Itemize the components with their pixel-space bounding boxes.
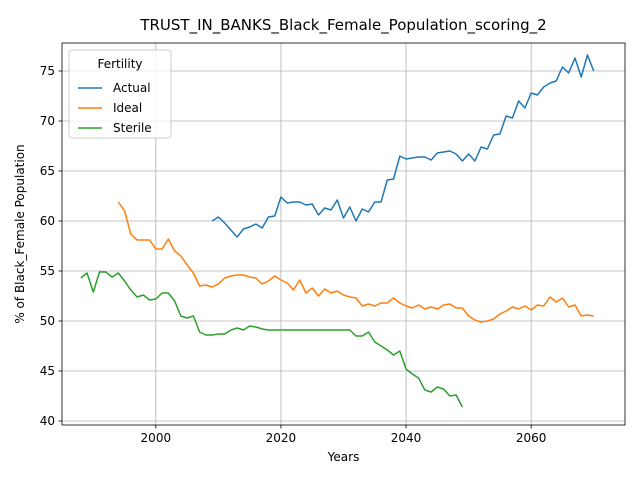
- y-tick-label: 50: [40, 314, 55, 328]
- legend-box: [68, 49, 172, 139]
- y-axis-label: % of Black_Female Population: [13, 144, 27, 323]
- axis-ticks: 2000 2020 2040 2060 40 45 50 55 60 65 70 75: [40, 64, 547, 445]
- x-tick-label: 2000: [141, 431, 172, 445]
- x-axis-label: Years: [327, 450, 360, 464]
- grid: [62, 43, 625, 425]
- legend-title: Fertility: [97, 57, 142, 71]
- y-tick-label: 55: [40, 264, 55, 278]
- legend: Fertility Actual Ideal Sterile: [68, 49, 172, 139]
- chart-title: TRUST_IN_BANKS_Black_Female_Population_s…: [139, 16, 546, 35]
- y-tick-label: 60: [40, 214, 55, 228]
- legend-label: Sterile: [113, 121, 152, 135]
- y-tick-label: 65: [40, 164, 55, 178]
- series-line-sterile: [80, 271, 464, 408]
- legend-label: Actual: [113, 81, 151, 95]
- x-tick-label: 2060: [516, 431, 547, 445]
- y-tick-label: 40: [40, 414, 55, 428]
- y-tick-label: 45: [40, 364, 55, 378]
- legend-label: Ideal: [113, 101, 142, 115]
- plot-frame: [61, 42, 626, 426]
- series-line-ideal: [117, 201, 594, 323]
- series-lines: [80, 54, 595, 408]
- y-tick-label: 70: [40, 114, 55, 128]
- x-tick-label: 2020: [266, 431, 297, 445]
- y-tick-label: 75: [40, 64, 55, 78]
- series-line-actual: [211, 54, 595, 238]
- x-tick-label: 2040: [391, 431, 422, 445]
